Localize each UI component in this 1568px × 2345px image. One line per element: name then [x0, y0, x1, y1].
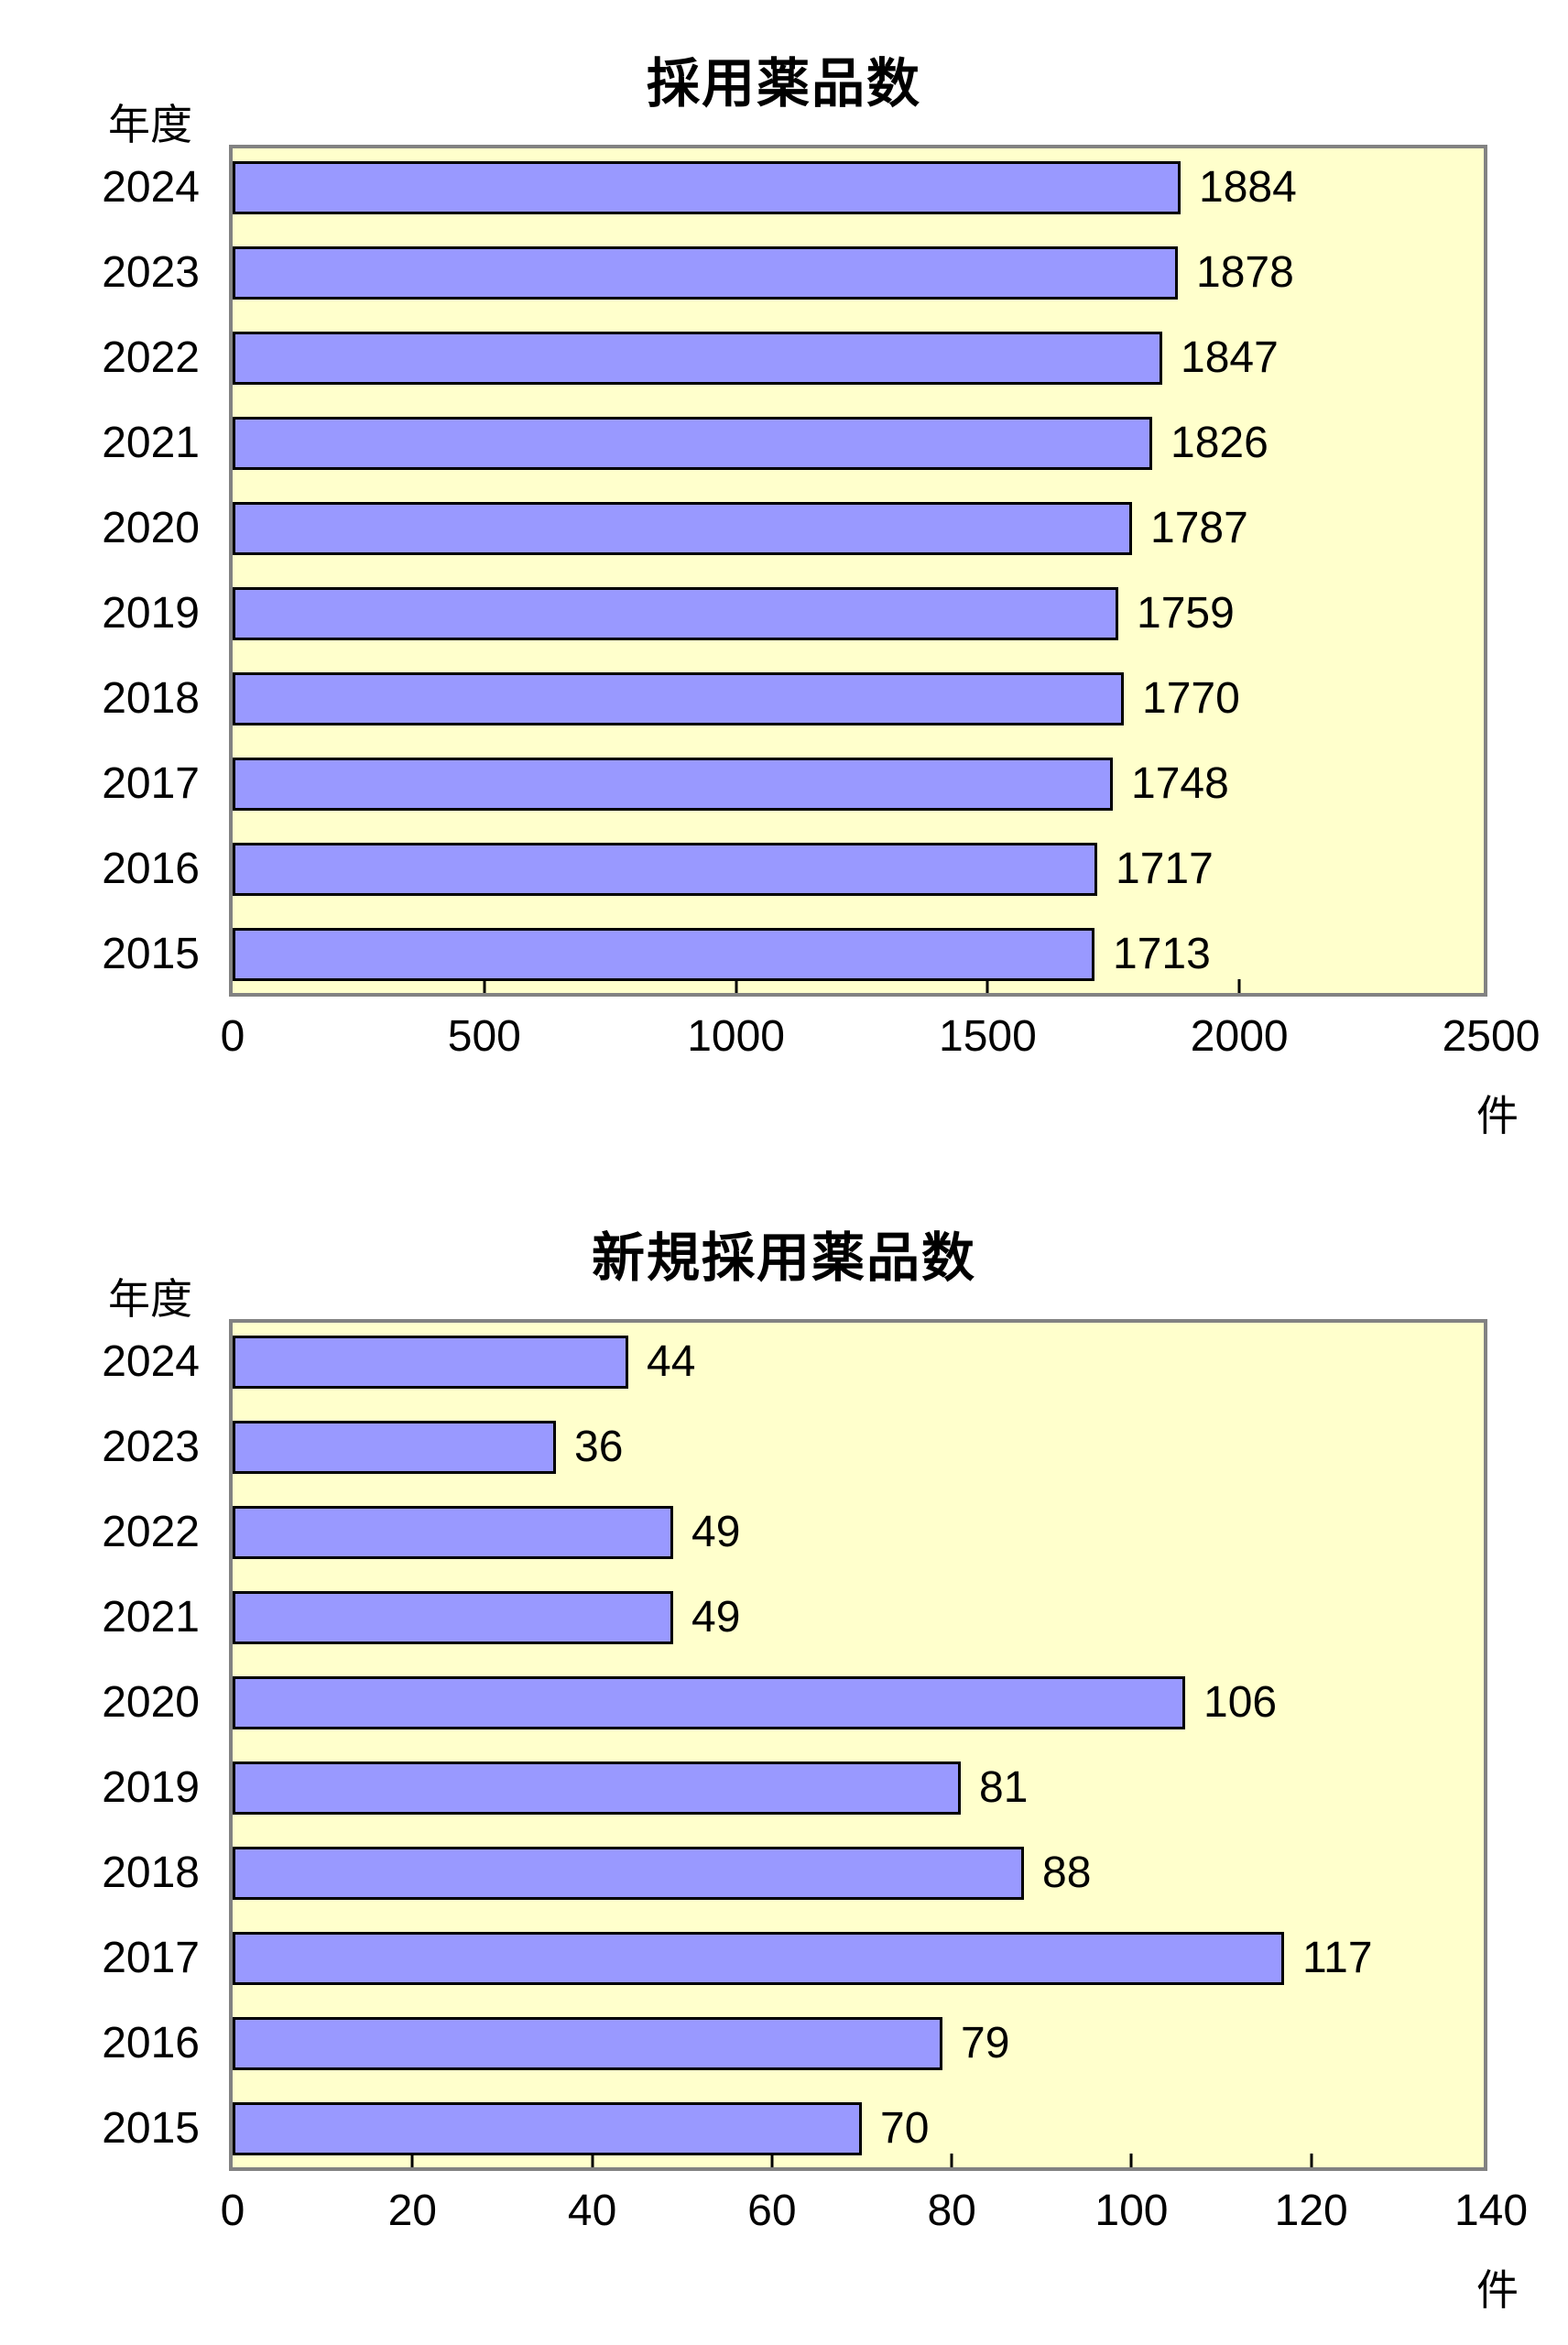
category-label: 2018 [102, 673, 200, 723]
category-label: 2020 [102, 1677, 200, 1727]
x-axis-tick-label: 500 [447, 1012, 521, 1061]
chart-newly-adopted-drugs: 新規採用薬品数 年度 件 2024 44 2023 36 2022 49 2021 49 202… [0, 1174, 1568, 2345]
bar [233, 1591, 673, 1644]
value-label: 88 [1042, 1848, 1092, 1897]
x-axis-tick-label: 1000 [687, 1012, 785, 1061]
category-label: 2023 [102, 1422, 200, 1471]
value-label: 49 [691, 1507, 741, 1556]
plot-area [229, 145, 1487, 997]
bar [233, 161, 1181, 214]
bar [233, 1676, 1185, 1729]
bar [233, 417, 1152, 470]
value-label: 36 [574, 1422, 624, 1471]
value-label: 44 [647, 1336, 696, 1386]
y-axis-label: 年度 [108, 1275, 192, 1323]
x-axis-tick-label: 80 [927, 2187, 976, 2235]
axis-tick-mark [770, 2154, 774, 2167]
value-label: 1787 [1150, 503, 1248, 552]
category-label: 2022 [102, 333, 200, 382]
axis-tick-mark [1237, 979, 1241, 993]
x-axis-tick-label: 1500 [939, 1012, 1037, 1061]
bar [233, 672, 1124, 725]
value-label: 106 [1203, 1677, 1278, 1727]
unit-label: 件 [1476, 1092, 1519, 1140]
category-label: 2024 [102, 162, 200, 212]
bar [233, 1336, 628, 1389]
x-axis-tick-label: 60 [747, 2187, 797, 2235]
bar [233, 1847, 1024, 1900]
x-axis-tick-label: 2500 [1442, 1012, 1541, 1061]
value-label: 1826 [1171, 418, 1269, 467]
chart-title: 新規採用薬品数 [591, 1228, 976, 1288]
value-label: 1713 [1113, 929, 1211, 978]
axis-tick-mark [591, 2154, 594, 2167]
category-label: 2021 [102, 418, 200, 467]
category-label: 2016 [102, 844, 200, 893]
chart-adopted-drugs: 採用薬品数 年度 件 2024 1884 2023 1878 2022 1847 2021 1… [0, 0, 1568, 1172]
bar [233, 843, 1097, 896]
x-axis-tick-label: 140 [1454, 2187, 1529, 2235]
bar [233, 502, 1132, 555]
value-label: 1878 [1196, 247, 1294, 297]
value-label: 117 [1302, 1933, 1373, 1982]
category-label: 2019 [102, 588, 200, 638]
x-axis-tick-label: 40 [567, 2187, 617, 2235]
value-label: 1884 [1199, 162, 1297, 212]
chart-title: 採用薬品数 [646, 54, 921, 114]
x-axis-tick-label: 20 [387, 2187, 437, 2235]
bar [233, 246, 1178, 300]
category-label: 2018 [102, 1848, 200, 1897]
plot-area [229, 1319, 1487, 2171]
category-label: 2023 [102, 247, 200, 297]
bar [233, 2017, 942, 2070]
x-axis-tick-label: 100 [1094, 2187, 1169, 2235]
bar [233, 1761, 961, 1815]
value-label: 1748 [1131, 758, 1229, 808]
x-axis-tick-label: 0 [220, 1012, 245, 1061]
axis-tick-mark [950, 2154, 953, 2167]
axis-tick-mark [410, 2154, 414, 2167]
value-label: 70 [880, 2103, 930, 2153]
axis-tick-mark [735, 979, 738, 993]
bar [233, 587, 1118, 640]
axis-tick-mark [1310, 2154, 1313, 2167]
unit-label: 件 [1476, 2266, 1519, 2314]
category-label: 2017 [102, 758, 200, 808]
value-label: 79 [961, 2018, 1010, 2067]
bar [233, 758, 1113, 811]
value-label: 1759 [1137, 588, 1235, 638]
axis-tick-mark [1129, 2154, 1133, 2167]
category-label: 2022 [102, 1507, 200, 1556]
category-label: 2021 [102, 1592, 200, 1642]
y-axis-label: 年度 [108, 101, 192, 148]
category-label: 2017 [102, 1933, 200, 1982]
value-label: 1847 [1181, 333, 1279, 382]
bar [233, 1421, 556, 1474]
category-label: 2016 [102, 2018, 200, 2067]
bar [233, 1932, 1284, 1985]
x-axis-tick-label: 0 [220, 2187, 245, 2235]
category-label: 2024 [102, 1336, 200, 1386]
bar [233, 928, 1094, 981]
bar [233, 2102, 862, 2155]
value-label: 1770 [1142, 673, 1240, 723]
axis-tick-mark [985, 979, 989, 993]
category-label: 2015 [102, 2103, 200, 2153]
x-axis-tick-label: 120 [1274, 2187, 1348, 2235]
category-label: 2019 [102, 1762, 200, 1812]
category-label: 2020 [102, 503, 200, 552]
bar [233, 332, 1162, 385]
bar [233, 1506, 673, 1559]
axis-tick-mark [483, 979, 486, 993]
value-label: 49 [691, 1592, 741, 1642]
value-label: 81 [979, 1762, 1029, 1812]
value-label: 1717 [1116, 844, 1214, 893]
category-label: 2015 [102, 929, 200, 978]
x-axis-tick-label: 2000 [1190, 1012, 1289, 1061]
